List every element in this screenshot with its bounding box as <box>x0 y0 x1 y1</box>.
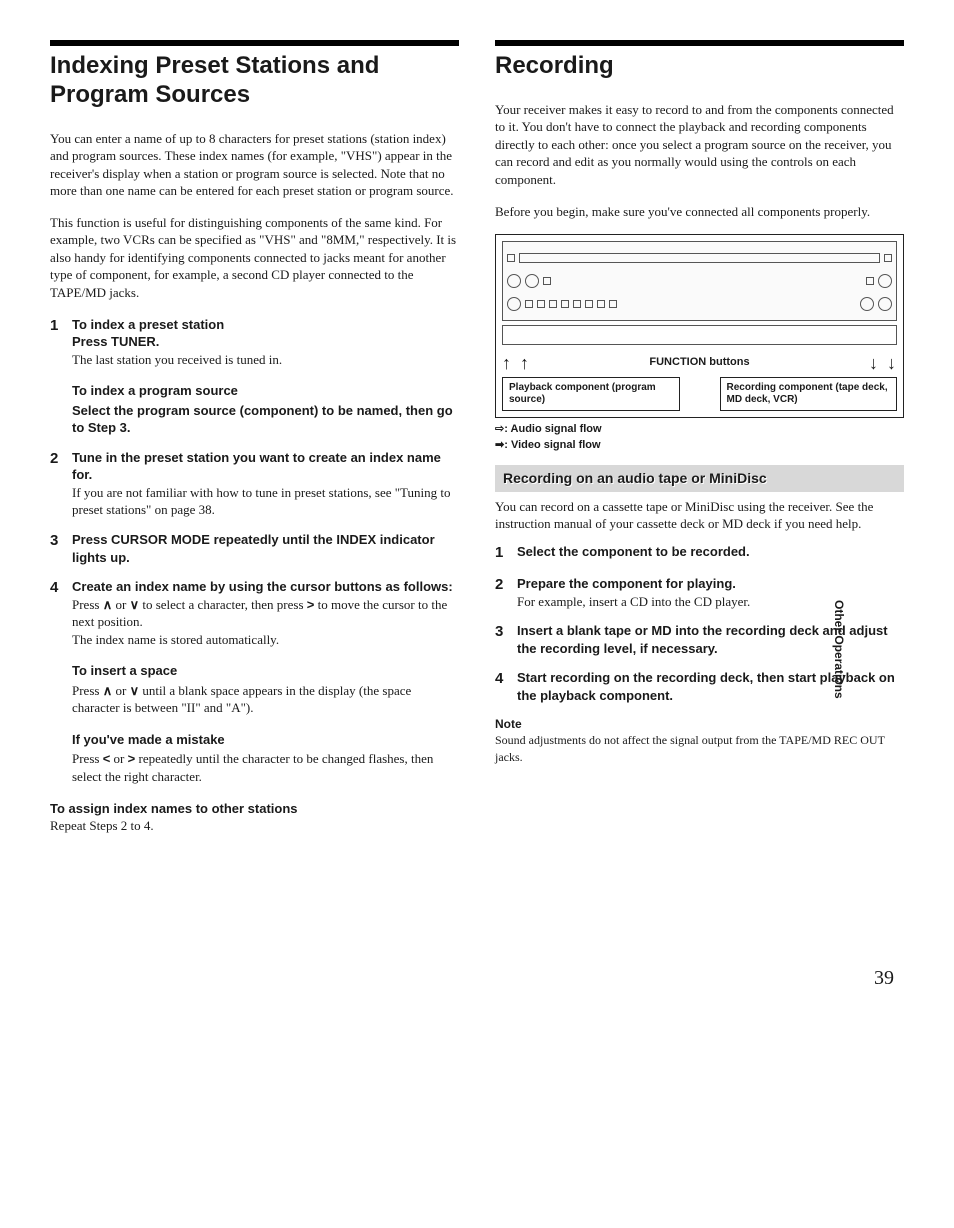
side-tab-label: Other Operations <box>831 600 847 699</box>
receiver-illustration <box>502 241 897 321</box>
insert-space-block: To insert a space Press ∧ or ∨ until a b… <box>72 662 459 717</box>
right-title: Recording <box>495 52 904 81</box>
step-3: 3 Press CURSOR MODE repeatedly until the… <box>50 531 459 566</box>
video-flow-icon: ➡ <box>495 439 504 451</box>
assign-hdr: To assign index names to other stations <box>50 800 459 818</box>
arrow-up-icon <box>502 351 512 373</box>
page-number: 39 <box>50 965 904 992</box>
audio-flow-icon: ⇨ <box>495 423 504 435</box>
step-number: 3 <box>495 622 517 657</box>
note-heading: Note <box>495 716 904 732</box>
playback-label-box: Playback component (program source) <box>502 377 680 411</box>
down-arrow-icon: ∨ <box>130 597 140 612</box>
signal-legend: ⇨: Audio signal flow ➡: Video signal flo… <box>495 422 904 453</box>
left-title: Indexing Preset Stations and Program Sou… <box>50 52 459 110</box>
step-1: 1 To index a preset station Press TUNER.… <box>50 316 459 437</box>
t: Press <box>72 597 103 612</box>
insert-space-hdr: To insert a space <box>72 662 459 680</box>
t: : Audio signal flow <box>504 423 601 435</box>
step-2: 2 Tune in the preset station you want to… <box>50 449 459 519</box>
step1-hdr: To index a preset station <box>72 316 459 334</box>
step3-hdr: Press CURSOR MODE repeatedly until the I… <box>72 531 459 566</box>
t: Press <box>72 683 103 698</box>
function-arrows-row: FUNCTION buttons <box>502 351 897 373</box>
function-buttons-label: FUNCTION buttons <box>538 355 861 370</box>
manual-page: Indexing Preset Stations and Program Sou… <box>50 40 904 835</box>
t: to select a character, then press <box>139 597 307 612</box>
assign-body: Repeat Steps 2 to 4. <box>50 817 459 835</box>
step2-desc: If you are not familiar with how to tune… <box>72 484 459 519</box>
step-number: 1 <box>495 543 517 563</box>
arrow-down-icon <box>887 351 897 373</box>
insert-space-body: Press ∧ or ∨ until a blank space appears… <box>72 682 459 717</box>
rstep-1: 1 Select the component to be recorded. <box>495 543 904 563</box>
step1-desc: The last station you received is tuned i… <box>72 351 459 369</box>
t: or <box>112 683 129 698</box>
step1-hdr2: To index a program source <box>72 382 459 400</box>
step4-desc1: Press ∧ or ∨ to select a character, then… <box>72 596 459 631</box>
component-illustration <box>502 325 897 345</box>
note-body: Sound adjustments do not affect the sign… <box>495 732 904 764</box>
right-column: Recording Your receiver makes it easy to… <box>495 40 904 835</box>
step-number: 2 <box>495 575 517 610</box>
step-number: 2 <box>50 449 72 519</box>
audio-intro: You can record on a cassette tape or Min… <box>495 498 904 533</box>
section-rule <box>50 40 459 46</box>
left-intro-2: This function is useful for distinguishi… <box>50 214 459 302</box>
arrow-up-icon <box>520 351 530 373</box>
rstep1-hdr: Select the component to be recorded. <box>517 543 904 563</box>
step4-desc2: The index name is stored automatically. <box>72 631 459 649</box>
left-intro-1: You can enter a name of up to 8 characte… <box>50 130 459 200</box>
step1-press: Press TUNER. <box>72 333 459 351</box>
step-number: 4 <box>50 578 72 648</box>
mistake-body: Press < or > repeatedly until the charac… <box>72 750 459 785</box>
arrow-down-icon <box>869 351 879 373</box>
up-arrow-icon: ∧ <box>103 597 113 612</box>
step-4: 4 Create an index name by using the curs… <box>50 578 459 648</box>
audio-flow-legend: ⇨: Audio signal flow <box>495 422 904 437</box>
step-number: 1 <box>50 316 72 437</box>
left-column: Indexing Preset Stations and Program Sou… <box>50 40 459 835</box>
connection-diagram: FUNCTION buttons Playback component (pro… <box>495 234 904 418</box>
t: or <box>112 597 129 612</box>
step-number: 4 <box>495 669 517 704</box>
step-number: 3 <box>50 531 72 566</box>
right-intro-2: Before you begin, make sure you've conne… <box>495 203 904 221</box>
recording-label-box: Recording component (tape deck, MD deck,… <box>720 377 898 411</box>
section-rule <box>495 40 904 46</box>
step1-select: Select the program source (component) to… <box>72 402 459 437</box>
rstep2-hdr: Prepare the component for playing. <box>517 575 904 593</box>
recording-audio-heading: Recording on an audio tape or MiniDisc <box>495 465 904 492</box>
video-flow-legend: ➡: Video signal flow <box>495 438 904 453</box>
up-arrow-icon: ∧ <box>103 683 113 698</box>
assign-block: To assign index names to other stations … <box>50 800 459 835</box>
t: Press <box>72 751 103 766</box>
mistake-block: If you've made a mistake Press < or > re… <box>72 731 459 786</box>
step2-hdr: Tune in the preset station you want to c… <box>72 449 459 484</box>
mistake-hdr: If you've made a mistake <box>72 731 459 749</box>
t: or <box>110 751 127 766</box>
right-intro-1: Your receiver makes it easy to record to… <box>495 101 904 189</box>
t: : Video signal flow <box>504 439 600 451</box>
down-arrow-icon: ∨ <box>130 683 140 698</box>
step4-hdr: Create an index name by using the cursor… <box>72 578 459 596</box>
